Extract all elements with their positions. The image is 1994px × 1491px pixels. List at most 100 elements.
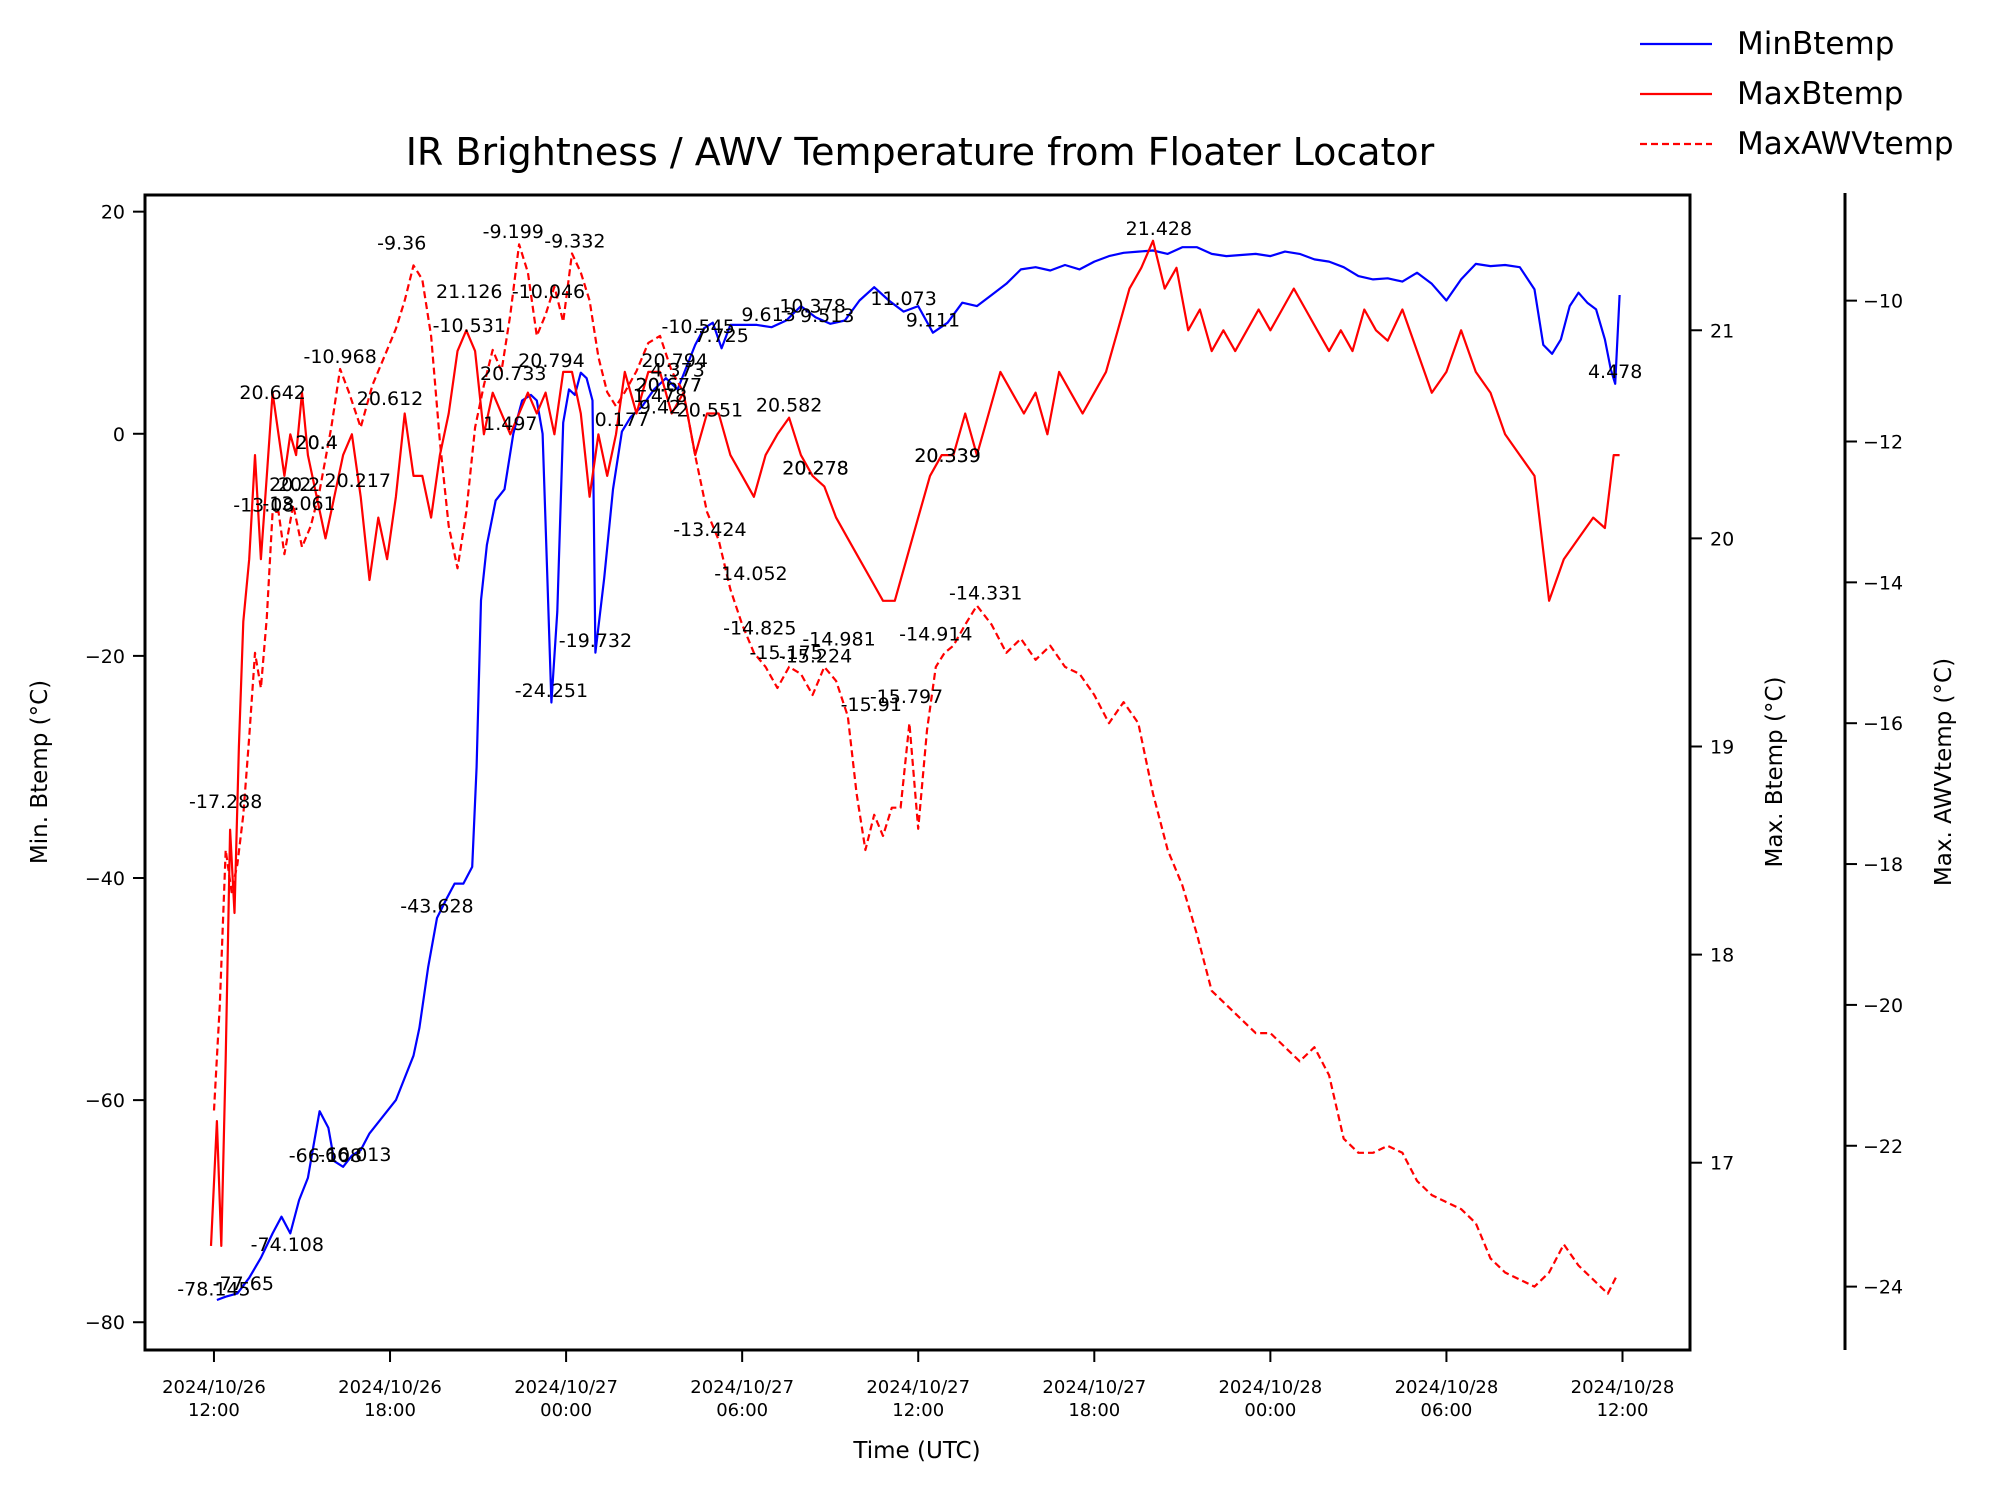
data-label: -13.08 [233, 495, 294, 517]
left-tick-label: −40 [85, 868, 125, 890]
series-line-maxbtemp [209, 239, 1620, 1247]
x-tick-label: 12:00 [1597, 1400, 1649, 1421]
data-label: -15.224 [779, 646, 852, 668]
left-tick-label: 20 [101, 202, 125, 224]
data-label: 20.278 [782, 458, 848, 480]
data-label: -74.108 [251, 1234, 324, 1256]
right2-tick-label: −22 [1863, 1136, 1903, 1158]
data-label: -15.797 [870, 686, 943, 708]
data-label: -66.108 [289, 1145, 362, 1167]
x-tick-label: 06:00 [1421, 1400, 1473, 1421]
data-label: 20.2 [269, 474, 311, 496]
data-label: 20.339 [914, 445, 980, 467]
left-tick-label: −80 [85, 1312, 125, 1334]
left-tick-label: −60 [85, 1090, 125, 1112]
right-y-axis-ticks: 21 20 19 18 17 [1690, 320, 1734, 1175]
data-label: 9.42 [639, 396, 681, 418]
data-label: 21.428 [1126, 218, 1192, 240]
data-label: 20.794 [641, 350, 707, 372]
x-tick-label: 2024/10/28 [1218, 1377, 1322, 1398]
data-label: 20.551 [677, 400, 743, 422]
data-label: -9.199 [483, 221, 544, 243]
data-label: -17.288 [189, 791, 262, 813]
x-tick-label: 2024/10/28 [1395, 1377, 1499, 1398]
x-tick-label: 2024/10/27 [690, 1377, 794, 1398]
data-label: 20.642 [239, 382, 305, 404]
right2-tick-label: −12 [1863, 431, 1903, 453]
series-line-maxawvtemp [212, 243, 1618, 1295]
right2-tick-label: −10 [1863, 291, 1903, 313]
data-label: -15.175 [750, 642, 823, 664]
right2-tick-label: −16 [1863, 713, 1903, 735]
x-tick-label: 18:00 [364, 1400, 416, 1421]
data-label: 20.4 [296, 432, 338, 454]
data-label: 7.725 [694, 325, 748, 347]
data-label: -10.545 [661, 316, 734, 338]
data-label: 4.478 [1588, 361, 1642, 383]
data-label: -78.145 [177, 1279, 250, 1301]
data-label: -14.825 [723, 617, 796, 639]
left-tick-label: −20 [85, 646, 125, 668]
x-tick-label: 2024/10/26 [338, 1377, 442, 1398]
right2-y-axis-ticks: −10 −12 −14 −16 −18 −20 −22 −24 [1845, 291, 1903, 1299]
data-label: -10.046 [512, 281, 585, 303]
series-layer [209, 239, 1621, 1302]
x-axis-label: Time (UTC) [852, 1438, 980, 1464]
data-label: 9.111 [906, 310, 960, 332]
data-label: -14.981 [802, 628, 875, 650]
data-label: 20.794 [518, 350, 584, 372]
data-label: 20.2 [278, 474, 320, 496]
data-label: 1.497 [483, 413, 537, 435]
x-tick-label: 2024/10/27 [866, 1377, 970, 1398]
data-label: 11.073 [870, 288, 936, 310]
data-label: -14.914 [899, 624, 972, 646]
right2-y-axis-label: Max. AWVtemp (°C) [1931, 658, 1957, 886]
data-label: -13.061 [262, 493, 335, 515]
right-tick-label: 19 [1710, 736, 1734, 758]
x-tick-label: 12:00 [188, 1400, 240, 1421]
data-label: -9.332 [544, 231, 605, 253]
right-tick-label: 17 [1710, 1153, 1734, 1175]
x-axis-ticks: 2024/10/2612:002024/10/2618:002024/10/27… [162, 1350, 1674, 1421]
data-label: 20.217 [325, 470, 391, 492]
left-tick-label: 0 [113, 424, 125, 446]
x-tick-label: 2024/10/26 [162, 1377, 266, 1398]
legend-label-maxbtemp: MaxBtemp [1737, 76, 1903, 112]
x-tick-label: 12:00 [892, 1400, 944, 1421]
right-tick-label: 21 [1710, 320, 1734, 342]
x-tick-label: 2024/10/27 [1042, 1377, 1146, 1398]
data-label: 20.612 [357, 388, 423, 410]
right2-tick-label: −24 [1863, 1277, 1903, 1299]
data-label: 10.378 [779, 296, 845, 318]
data-label: 4.373 [650, 360, 704, 382]
data-label: -14.331 [949, 583, 1022, 605]
data-label: -10.968 [303, 346, 376, 368]
right2-tick-label: −18 [1863, 854, 1903, 876]
x-tick-label: 2024/10/28 [1571, 1377, 1675, 1398]
data-label: 0.177 [595, 409, 649, 431]
legend-label-minbtemp: MinBtemp [1737, 26, 1894, 62]
chart-title: IR Brightness / AWV Temperature from Flo… [406, 130, 1435, 174]
data-label: 20.339 [914, 445, 980, 467]
left-y-axis-label: Min. Btemp (°C) [27, 680, 53, 864]
right-y-axis-label: Max. Btemp (°C) [1762, 677, 1788, 868]
legend-label-maxawvtemp: MaxAWVtemp [1737, 126, 1954, 162]
right2-tick-label: −20 [1863, 995, 1903, 1017]
right-tick-label: 18 [1710, 945, 1734, 967]
data-label: 20.677 [636, 374, 702, 396]
data-label: 20.582 [756, 394, 822, 416]
data-label: -24.251 [515, 680, 588, 702]
right-tick-label: 20 [1710, 528, 1734, 550]
data-label: 20.278 [782, 458, 848, 480]
x-tick-label: 06:00 [716, 1400, 768, 1421]
x-tick-label: 2024/10/27 [514, 1377, 618, 1398]
x-tick-label: 18:00 [1068, 1400, 1120, 1421]
data-label: 20.733 [480, 363, 546, 385]
right2-tick-label: −14 [1863, 572, 1903, 594]
data-label: 9.613 [741, 304, 795, 326]
data-label: 9.513 [800, 305, 854, 327]
data-label: 21.126 [436, 281, 502, 303]
legend: MinBtemp MaxBtemp MaxAWVtemp [1640, 26, 1954, 162]
